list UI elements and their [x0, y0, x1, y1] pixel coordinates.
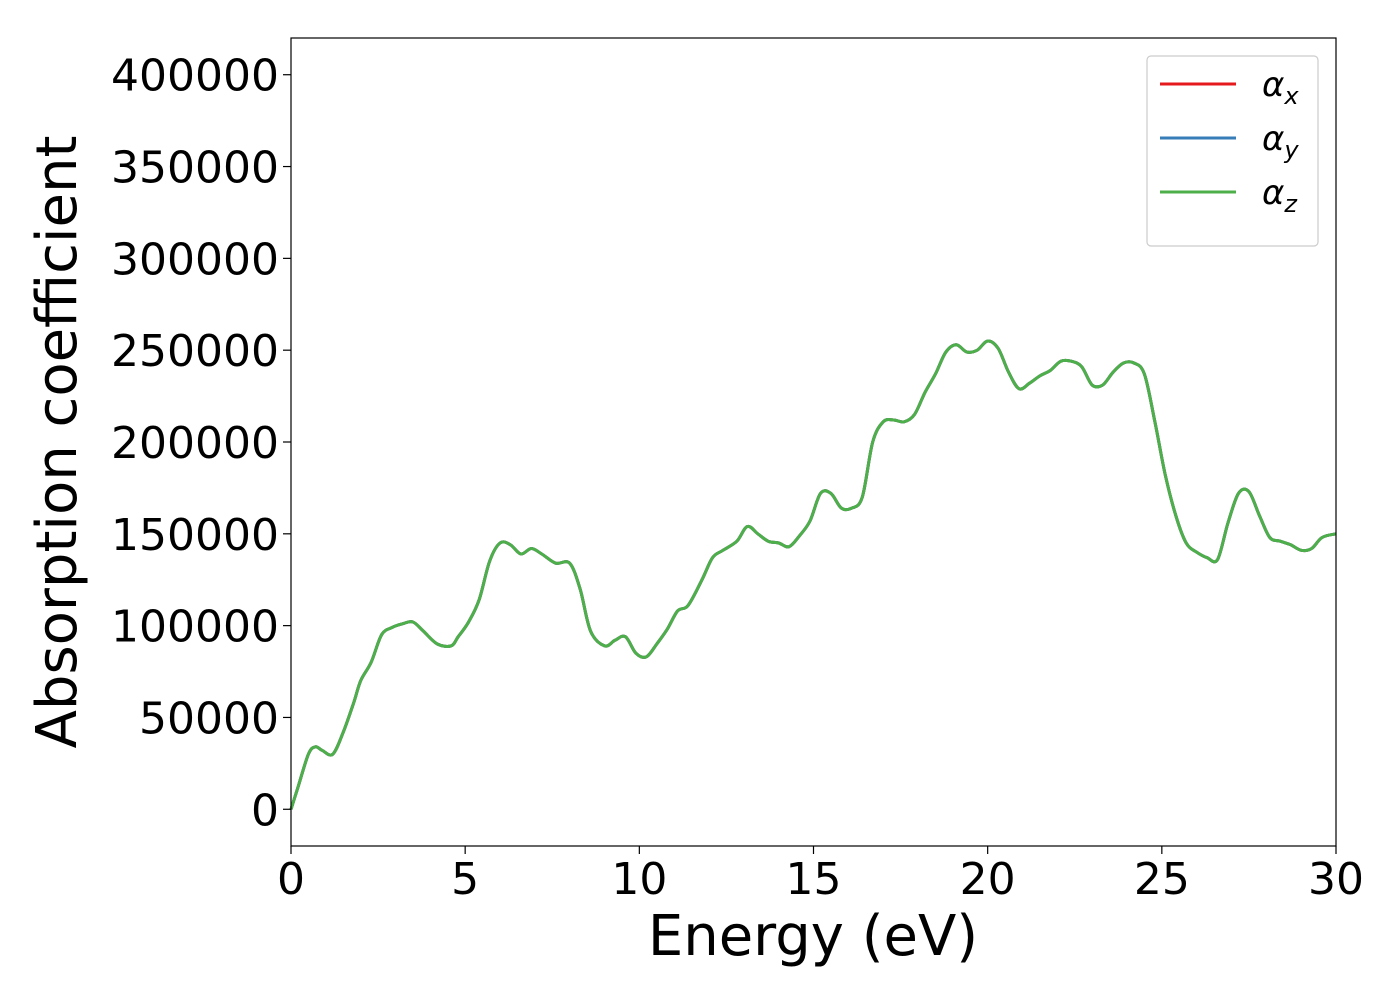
y-tick-label: 100000 [111, 602, 279, 653]
legend-label-alpha-y: αy [1262, 119, 1299, 164]
x-axis-title: Energy (eV) [648, 904, 978, 969]
y-tick-label: 400000 [111, 51, 279, 102]
x-tick-label: 15 [786, 854, 842, 905]
y-tick-label: 200000 [111, 418, 279, 469]
y-tick-label: 350000 [111, 143, 279, 194]
series-layer [289, 339, 1337, 810]
x-tick-label: 30 [1308, 854, 1364, 905]
series-line-alpha-x [289, 339, 1337, 810]
x-tick-label: 0 [277, 854, 305, 905]
x-tick-label: 10 [611, 854, 667, 905]
y-tick-label: 0 [251, 785, 279, 836]
y-axis-title: Absorption coefficient [25, 136, 90, 749]
legend-label-alpha-z: αz [1262, 173, 1298, 218]
legend-box [1146, 55, 1319, 247]
y-tick-label: 150000 [111, 510, 279, 561]
x-tick-label: 5 [451, 854, 479, 905]
ticks-layer: 0 5 10 15 20 25 30 0 50000 100000 150000 200000 2500… [111, 51, 1364, 905]
legend: αx αy αz [1146, 55, 1319, 247]
x-tick-label: 25 [1134, 854, 1190, 905]
y-tick-label: 300000 [111, 234, 279, 285]
legend-label-alpha-x: αx [1262, 65, 1299, 110]
y-tick-label: 50000 [139, 693, 279, 744]
x-tick-label: 20 [960, 854, 1016, 905]
y-tick-label: 250000 [111, 326, 279, 377]
series-line-alpha-y [289, 339, 1337, 810]
series-line-alpha-z [289, 339, 1337, 810]
